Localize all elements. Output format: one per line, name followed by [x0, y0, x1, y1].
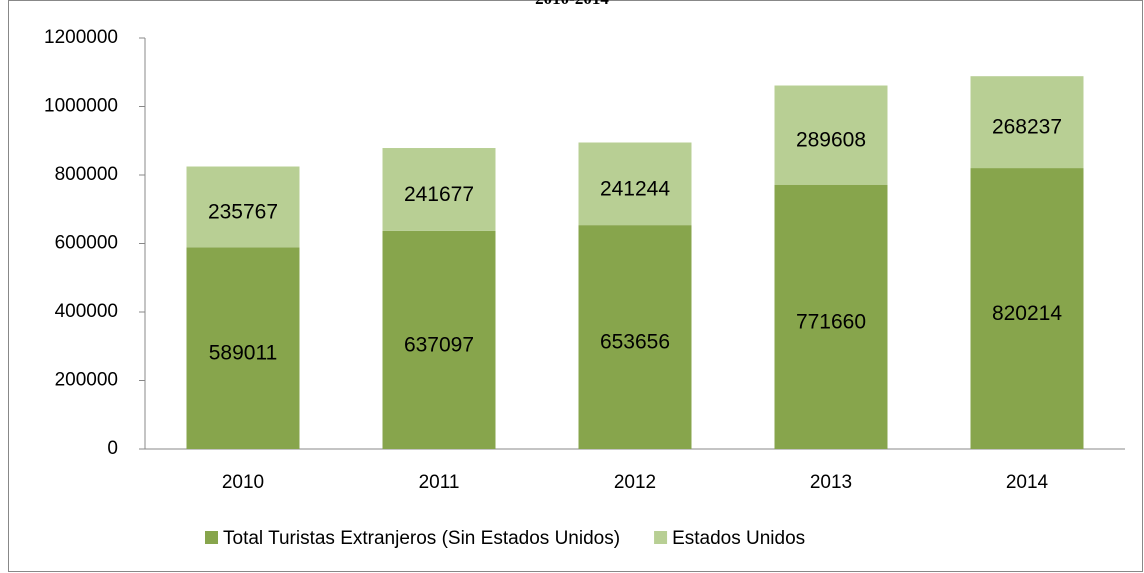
chart-border	[8, 0, 1143, 572]
data-label: 289608	[796, 129, 866, 152]
y-tick-label: 400000	[55, 301, 118, 322]
x-tick-label: 2013	[810, 472, 852, 493]
bar-segment	[578, 142, 692, 226]
bar-segment	[186, 166, 300, 248]
legend-swatch	[654, 531, 668, 544]
x-tick-label: 2010	[222, 472, 264, 493]
x-tick-label: 2014	[1006, 472, 1049, 493]
chart-title: 2010-2014	[535, 0, 609, 8]
data-label: 268237	[992, 116, 1062, 139]
legend-label: Total Turistas Extranjeros (Sin Estados …	[223, 528, 620, 549]
x-tick-label: 2011	[419, 472, 460, 493]
y-tick-label: 1200000	[44, 27, 118, 48]
data-label: 241677	[404, 183, 474, 206]
data-label: 820214	[992, 302, 1062, 325]
bar-segment	[970, 76, 1084, 169]
x-tick-label: 2012	[614, 472, 656, 493]
bar-segment	[774, 85, 888, 185]
bar-segment	[382, 230, 496, 449]
bar-segment	[578, 225, 692, 449]
data-label: 653656	[600, 331, 670, 354]
bar-segment	[382, 148, 496, 231]
y-tick-label: 800000	[55, 164, 118, 185]
legend-label: Estados Unidos	[672, 528, 805, 549]
data-label: 235767	[208, 200, 278, 223]
legend-swatch	[205, 531, 218, 544]
data-label: 241244	[600, 177, 670, 200]
y-tick-label: 1000000	[44, 96, 118, 117]
bar-segment	[186, 247, 300, 449]
data-label: 589011	[209, 342, 278, 365]
bar-segment	[970, 168, 1084, 449]
data-label: 637097	[404, 333, 474, 356]
bar-segment	[774, 184, 888, 449]
y-tick-label: 200000	[55, 370, 118, 391]
data-label: 771660	[796, 310, 866, 333]
y-tick-label: 0	[107, 438, 118, 459]
y-tick-label: 600000	[55, 233, 118, 254]
